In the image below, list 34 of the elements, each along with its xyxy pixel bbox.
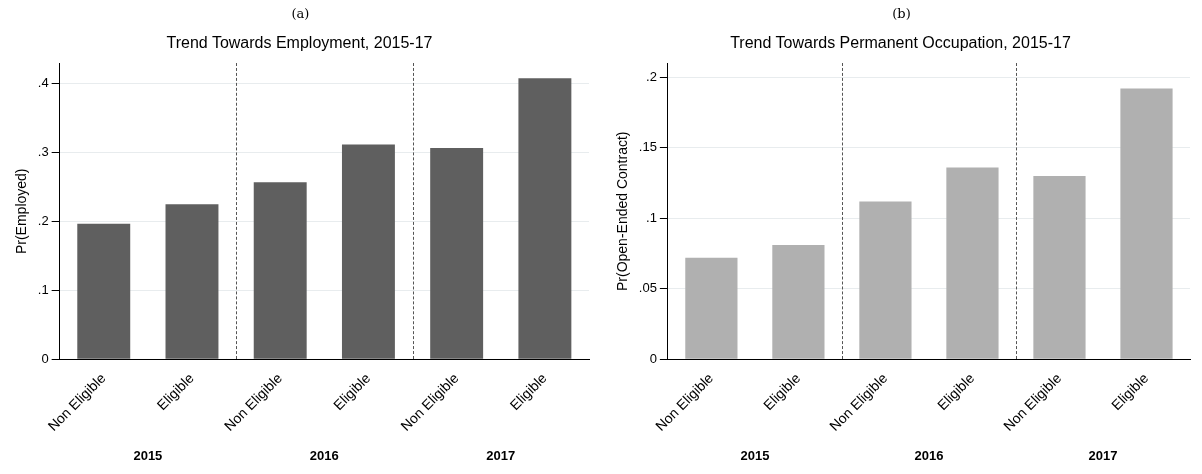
chart-title: Trend Towards Employment, 2015-17 [166,34,433,52]
y-tick-label: .2 [646,68,657,84]
text: 2016 [914,447,944,463]
chart-title: Trend Towards Permanent Occupation, 2015-17 [730,34,1071,52]
y-tick-label: .1 [646,209,657,225]
bar [946,167,999,359]
text: 2017 [486,447,516,463]
bar [518,78,572,359]
bar [77,223,131,359]
bar [1033,176,1086,359]
text: 2017 [1088,447,1118,463]
text: 2015 [133,447,163,463]
y-tick-label: .3 [37,144,49,160]
bar [772,245,825,359]
y-tick-label: 0 [649,350,657,366]
bar [253,182,307,359]
chart-subtitle: (a) [290,6,311,21]
chart-subtitle: (b) [891,6,912,21]
y-tick-label: .2 [37,213,49,229]
text: 2016 [309,447,339,463]
y-axis-title: Pr(Employed) [13,168,30,255]
y-tick-label: .1 [37,282,49,298]
bar [341,144,395,359]
y-tick-label: .4 [37,75,49,91]
text: 2015 [740,447,770,463]
bar [165,204,219,359]
bar [685,257,738,359]
bar [1120,88,1173,359]
bar [859,201,912,359]
bar [430,147,484,359]
y-axis-title: Pr(Open-Ended Contract) [614,131,631,292]
y-tick-label: 0 [41,350,49,366]
y-tick-label: .15 [638,139,657,155]
y-tick-label: .05 [638,280,657,296]
